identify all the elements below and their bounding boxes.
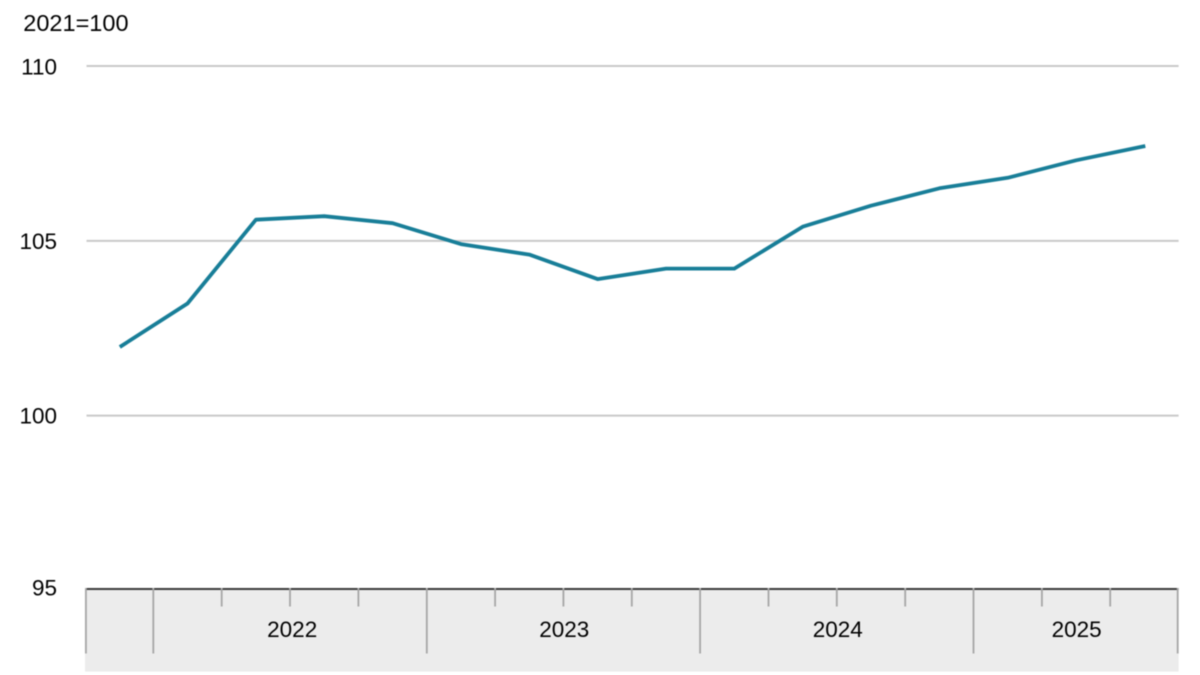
svg-text:100: 100 bbox=[19, 403, 57, 428]
svg-text:105: 105 bbox=[19, 229, 57, 254]
svg-text:110: 110 bbox=[21, 55, 57, 80]
svg-text:2023: 2023 bbox=[539, 617, 589, 642]
svg-text:2021=100: 2021=100 bbox=[23, 10, 128, 36]
svg-text:95: 95 bbox=[32, 575, 57, 600]
svg-text:2022: 2022 bbox=[267, 617, 317, 642]
svg-text:2024: 2024 bbox=[813, 617, 863, 642]
svg-text:2025: 2025 bbox=[1052, 617, 1102, 642]
